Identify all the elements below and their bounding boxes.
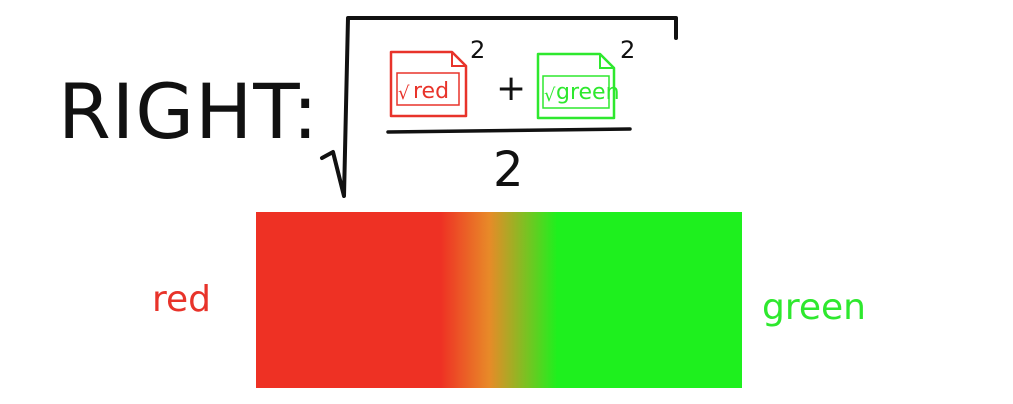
gradient-bar	[256, 212, 742, 388]
red-box-radical: √	[398, 83, 410, 104]
green-box-fold	[599, 54, 614, 69]
radical-sign	[320, 16, 678, 198]
term-red-box: √ red	[389, 50, 468, 118]
term-green-exponent: 2	[620, 36, 635, 64]
red-box-inner	[396, 72, 460, 106]
green-box-outline	[536, 52, 616, 120]
red-box-label: red	[413, 79, 449, 104]
gradient-start-label: red	[152, 279, 211, 320]
green-box-label: green	[556, 80, 620, 105]
gradient-end-label: green	[762, 287, 866, 328]
red-box-fold	[451, 52, 466, 67]
denominator: 2	[493, 142, 524, 198]
green-box-radical: √	[544, 85, 556, 106]
heading-title: RIGHT:	[58, 67, 319, 156]
red-box-outline	[389, 50, 468, 118]
term-red-exponent: 2	[470, 36, 485, 64]
fraction-bar	[386, 127, 632, 134]
term-green-box: √ green	[536, 52, 620, 120]
plus-operator: +	[496, 68, 526, 109]
green-box-inner	[542, 75, 610, 109]
